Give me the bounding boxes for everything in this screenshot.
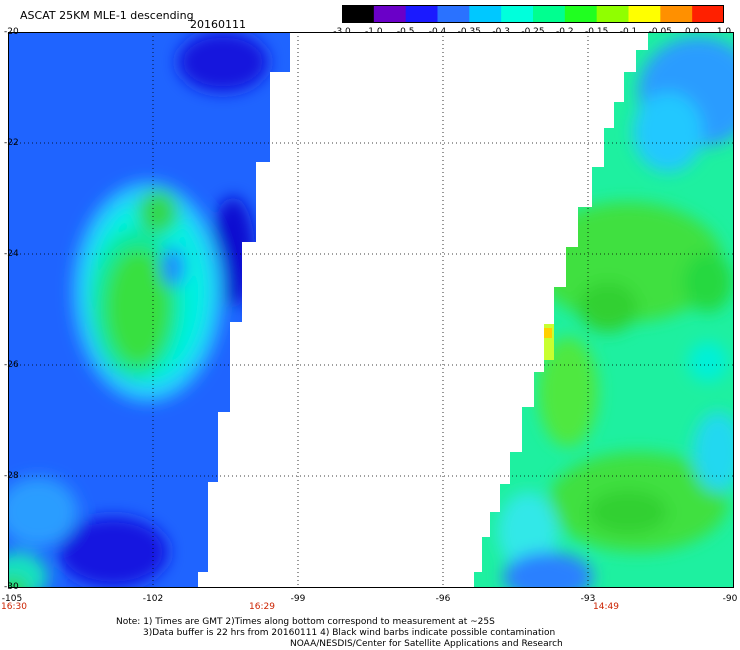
pass-time-label: 16:30 bbox=[1, 602, 27, 612]
latitude-tick-label: -20 bbox=[4, 27, 19, 37]
longitude-tick-label: -99 bbox=[290, 594, 306, 604]
color-scale-cell bbox=[596, 5, 629, 23]
footnote-line-2: 3)Data buffer is 22 hrs from 20160111 4)… bbox=[143, 628, 556, 638]
map-title: ASCAT 25KM MLE-1 descending bbox=[20, 9, 194, 22]
color-scale-cell bbox=[660, 5, 693, 23]
latitude-tick-label: -26 bbox=[4, 360, 19, 370]
color-scale-bar bbox=[342, 5, 724, 23]
swath-map bbox=[8, 32, 734, 588]
color-scale-cell bbox=[564, 5, 598, 23]
color-scale-cell bbox=[405, 5, 438, 23]
color-scale-cell bbox=[628, 5, 661, 23]
longitude-tick-label: -105 bbox=[1, 594, 23, 604]
color-scale-cell bbox=[501, 5, 534, 23]
color-scale-cell bbox=[469, 5, 502, 23]
longitude-tick-label: -102 bbox=[142, 594, 164, 604]
pass-time-label: 16:29 bbox=[249, 602, 275, 612]
footnote-credit: NOAA/NESDIS/Center for Satellite Applica… bbox=[290, 639, 563, 649]
color-scale-cell bbox=[373, 5, 407, 23]
color-scale-cell bbox=[692, 5, 724, 23]
pass-time-label: 14:49 bbox=[593, 602, 619, 612]
color-scale-cell bbox=[437, 5, 470, 23]
longitude-tick-label: -93 bbox=[580, 594, 596, 604]
map-date: 20160111 bbox=[190, 18, 246, 31]
footnote-line-1: Note: 1) Times are GMT 2)Times along bot… bbox=[116, 617, 495, 627]
latitude-tick-label: -22 bbox=[4, 138, 19, 148]
latitude-tick-label: -30 bbox=[4, 582, 19, 592]
latitude-tick-label: -28 bbox=[4, 471, 19, 481]
longitude-tick-label: -90 bbox=[722, 594, 738, 604]
graticule bbox=[8, 32, 734, 588]
longitude-tick-label: -96 bbox=[435, 594, 451, 604]
color-scale-cell bbox=[342, 5, 375, 23]
color-scale-cell bbox=[533, 5, 566, 23]
latitude-tick-label: -24 bbox=[4, 249, 19, 259]
